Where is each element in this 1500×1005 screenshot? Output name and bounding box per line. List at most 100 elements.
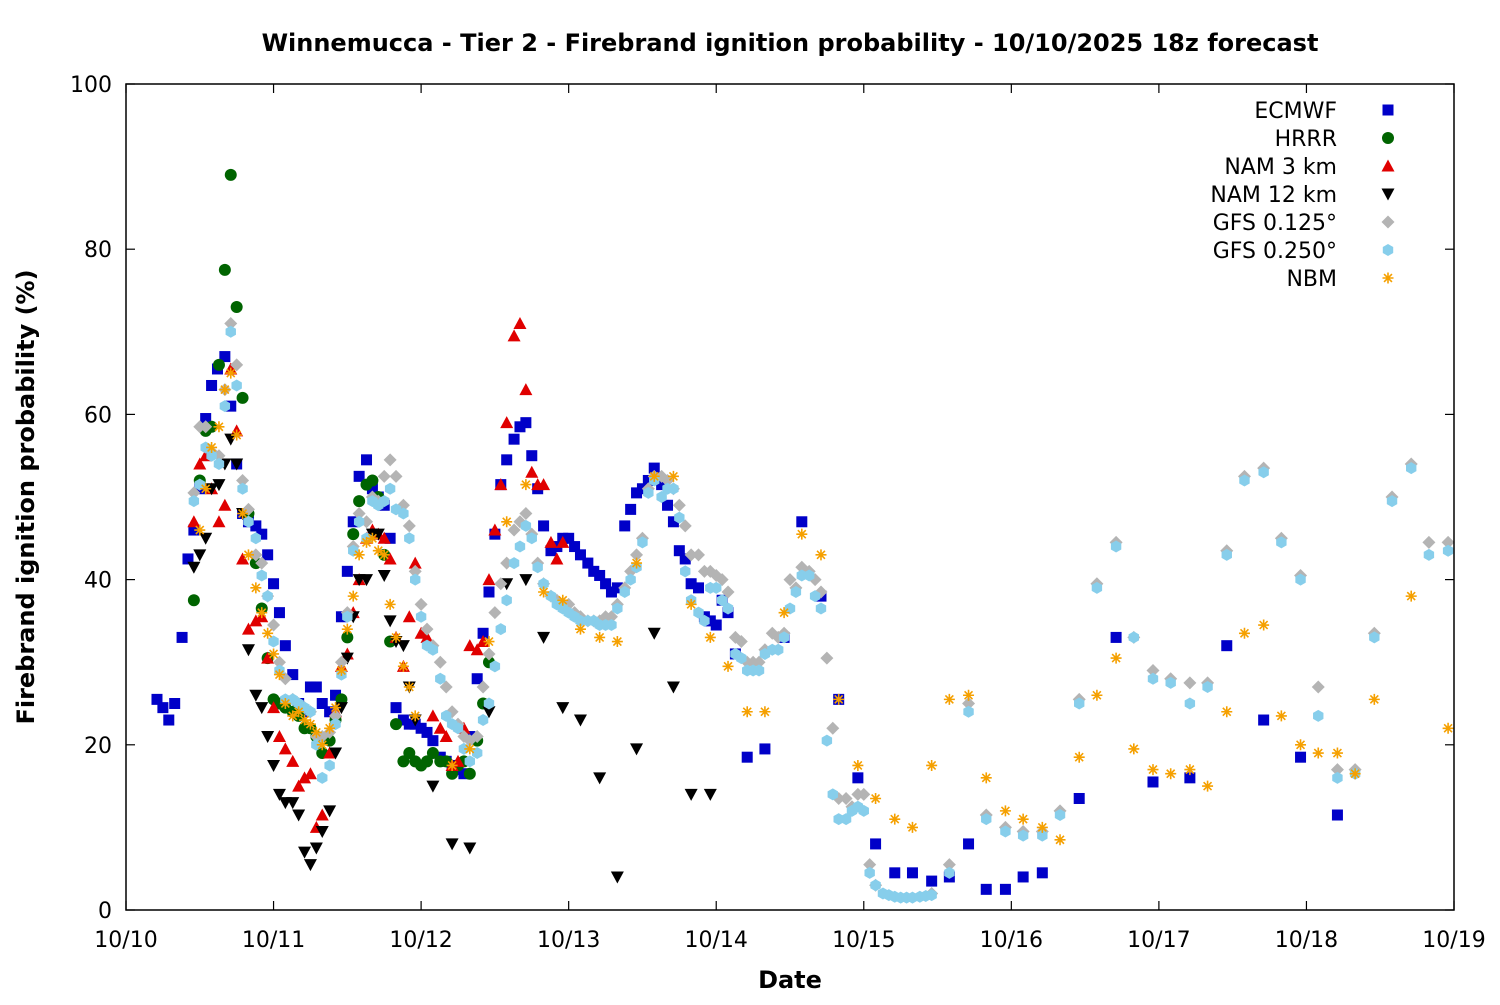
legend-label-gfs-0-125: GFS 0.125°	[1213, 211, 1337, 236]
data-point-gfs-0-125	[1183, 676, 1197, 690]
data-point-ecmwf	[477, 627, 489, 639]
data-point-ecmwf	[279, 640, 291, 652]
data-point-ecmwf	[483, 586, 495, 598]
data-point-gfs-0-250	[1165, 676, 1176, 689]
data-point-gfs-0-250	[213, 457, 225, 470]
data-point-nbm	[1275, 710, 1287, 722]
data-point-nam-12-km	[249, 689, 263, 702]
data-point-nbm	[446, 759, 458, 771]
data-point-nbm	[287, 710, 299, 722]
data-point-nam-12-km	[212, 479, 226, 492]
data-point-nam-12-km	[463, 842, 477, 855]
data-point-gfs-0-250	[1442, 544, 1454, 557]
data-point-gfs-0-250	[803, 569, 815, 582]
data-point-nbm	[1073, 751, 1085, 763]
data-point-nbm	[1258, 619, 1270, 631]
data-point-nam-12-km	[261, 731, 275, 744]
data-point-nbm	[390, 631, 402, 643]
data-point-gfs-0-125	[604, 610, 618, 624]
data-point-gfs-0-250	[243, 515, 254, 528]
data-point-hrrr	[341, 631, 354, 644]
data-point-ecmwf	[157, 702, 169, 714]
data-point-ecmwf	[225, 400, 237, 412]
data-point-gfs-0-250	[532, 561, 543, 574]
data-point-nam-3-km	[193, 457, 207, 470]
data-point-nam-3-km	[544, 535, 558, 548]
data-point-nbm	[324, 722, 336, 734]
plot-frame	[125, 83, 1455, 911]
x-tick-label: 10/17	[1127, 928, 1190, 953]
data-point-nbm	[1054, 834, 1066, 846]
data-point-nbm	[194, 524, 206, 536]
data-point-gfs-0-250	[348, 544, 359, 557]
data-point-nbm	[273, 669, 285, 681]
data-point-ecmwf	[188, 524, 200, 536]
data-point-nbm	[250, 582, 262, 594]
data-point-ecmwf	[1017, 871, 1029, 883]
data-point-nam-12-km	[610, 871, 624, 884]
data-point-nam-12-km	[303, 859, 317, 872]
data-point-hrrr	[218, 263, 231, 276]
data-point-gfs-0-250	[864, 866, 875, 879]
data-point-gfs-0-250	[489, 660, 501, 673]
data-point-nbm	[384, 598, 396, 610]
data-point-ecmwf	[403, 718, 415, 730]
legend-marker-nam-3-km	[1381, 159, 1395, 172]
data-point-ecmwf	[594, 569, 606, 581]
data-point-nam-3-km	[315, 808, 329, 821]
data-point-nam-3-km	[212, 515, 226, 528]
data-point-nbm	[206, 441, 218, 453]
data-point-gfs-0-250	[736, 652, 747, 665]
data-point-nam-3-km	[218, 498, 232, 511]
data-point-gfs-0-250	[508, 557, 520, 570]
data-point-nam-12-km	[241, 644, 255, 657]
data-point-nbm	[372, 545, 384, 557]
data-markers	[151, 168, 1455, 904]
data-point-nbm	[262, 627, 274, 639]
data-point-gfs-0-250	[722, 602, 734, 615]
data-point-nam-12-km	[573, 714, 587, 727]
data-point-gfs-0-250	[815, 602, 827, 615]
data-point-nbm	[594, 631, 606, 643]
data-point-ecmwf	[619, 520, 631, 532]
data-point-ecmwf	[304, 681, 316, 693]
data-point-gfs-0-125	[236, 473, 250, 487]
x-tick-label: 10/12	[389, 928, 452, 953]
data-point-gfs-0-250	[1147, 672, 1159, 685]
data-point-gfs-0-125	[241, 502, 255, 516]
data-point-ecmwf	[347, 516, 359, 528]
data-point-gfs-0-250	[262, 590, 273, 603]
x-tick-label: 10/18	[1275, 928, 1338, 953]
data-point-ecmwf	[999, 883, 1011, 895]
data-point-nam-3-km	[402, 610, 416, 623]
data-point-ecmwf	[341, 565, 353, 577]
data-point-nam-3-km	[426, 709, 440, 722]
data-point-hrrr	[347, 528, 360, 541]
data-point-ecmwf	[870, 838, 882, 850]
data-point-nbm	[483, 636, 495, 648]
data-point-gfs-0-250	[1221, 548, 1232, 561]
data-point-nbm	[1368, 693, 1380, 705]
data-point-nbm	[299, 714, 311, 726]
data-point-gfs-0-250	[250, 532, 262, 545]
legend-label-gfs-0-250: GFS 0.250°	[1213, 239, 1337, 264]
legend-label-ecmwf: ECMWF	[1254, 99, 1337, 124]
data-point-gfs-0-250	[773, 643, 784, 656]
data-point-gfs-0-250	[668, 482, 679, 495]
data-point-gfs-0-250	[870, 879, 881, 892]
data-point-gfs-0-125	[1146, 663, 1160, 677]
data-point-gfs-0-250	[1258, 466, 1269, 479]
data-point-nbm	[1349, 768, 1361, 780]
data-point-gfs-0-250	[840, 813, 852, 826]
data-point-ecmwf	[1331, 809, 1343, 821]
data-point-nam-12-km	[298, 846, 312, 859]
data-point-gfs-0-125	[692, 548, 706, 562]
axis-ticks: 0 20 40 60 80 100 10/10 10/11 10/12 10/13 10/14 10/…	[70, 73, 1486, 953]
data-point-gfs-0-250	[225, 325, 236, 338]
data-point-gfs-0-125	[1330, 763, 1344, 777]
data-point-gfs-0-250	[674, 511, 685, 524]
data-point-gfs-0-250	[711, 581, 722, 594]
data-point-ecmwf	[324, 706, 336, 718]
data-point-gfs-0-250	[1128, 631, 1139, 644]
data-point-nbm	[403, 681, 415, 693]
